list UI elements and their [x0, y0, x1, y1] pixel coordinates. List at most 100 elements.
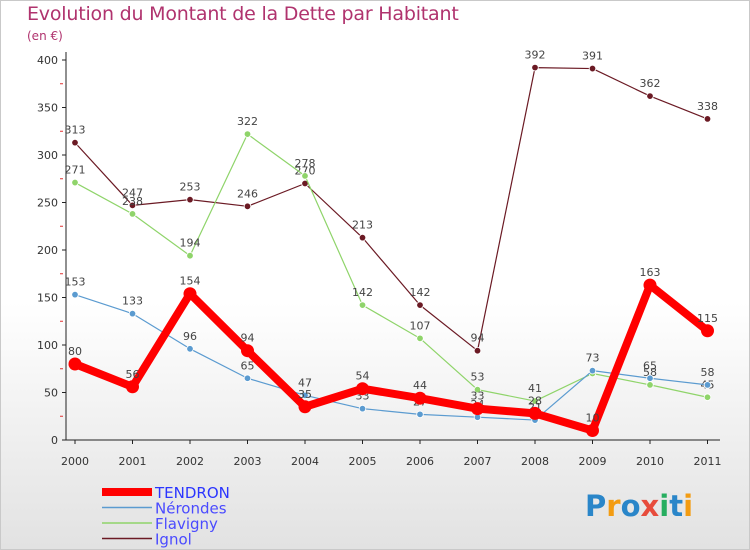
data-label: 35: [298, 388, 312, 401]
data-point: [71, 290, 79, 299]
data-label: 247: [122, 186, 143, 199]
chart-title: Evolution du Montant de la Dette par Hab…: [27, 3, 459, 25]
data-label: 56: [126, 368, 140, 381]
data-label: 163: [640, 266, 661, 279]
series-line-nérondes: [74, 294, 709, 421]
series-line-tendron: [71, 281, 712, 435]
data-point: [243, 130, 252, 138]
data-point: [71, 178, 79, 187]
data-point: [68, 357, 82, 371]
x-tick-label: 2010: [636, 455, 664, 468]
x-tick-label: 2002: [176, 455, 204, 468]
y-tick-label: 100: [37, 339, 58, 352]
data-point: [586, 424, 599, 437]
data-label: 278: [295, 157, 316, 170]
data-point: [416, 334, 424, 343]
unit-label: (en €): [27, 29, 63, 43]
data-point: [358, 233, 367, 242]
legend-label: Ignol: [155, 531, 192, 549]
y-tick-label: 50: [44, 387, 58, 400]
data-point: [298, 400, 312, 414]
data-point: [473, 385, 482, 394]
data-point: [413, 391, 427, 405]
legend-label: TENDRON: [154, 484, 230, 502]
data-point: [243, 202, 252, 210]
data-point: [71, 138, 79, 147]
data-point: [646, 92, 654, 100]
data-point: [703, 381, 712, 389]
data-point: [588, 366, 597, 375]
data-point: [646, 381, 654, 389]
data-point: [183, 287, 197, 301]
data-label: 313: [65, 124, 86, 137]
data-point: [128, 201, 137, 210]
data-point: [128, 309, 137, 318]
data-point: [186, 345, 194, 353]
data-label: 94: [471, 332, 485, 345]
data-label: 213: [352, 219, 373, 232]
data-label: 322: [237, 115, 258, 128]
data-label: 194: [180, 237, 201, 250]
data-point: [358, 404, 367, 413]
data-label: 392: [525, 49, 546, 62]
data-label: 246: [237, 187, 258, 200]
x-tick-label: 2007: [464, 455, 492, 468]
data-label: 362: [640, 77, 661, 90]
data-point: [701, 324, 714, 338]
data-label: 271: [65, 164, 86, 177]
data-label: 107: [410, 319, 431, 332]
x-tick-label: 2004: [291, 455, 319, 468]
data-point: [473, 347, 482, 355]
data-label: 54: [356, 370, 370, 383]
data-label: 154: [180, 275, 201, 288]
data-label: 65: [643, 359, 657, 372]
data-label: 53: [471, 371, 485, 384]
data-label: 253: [180, 181, 201, 194]
data-point: [241, 344, 254, 358]
x-tick-label: 2006: [406, 455, 434, 468]
y-tick-label: 0: [51, 434, 58, 447]
data-label: 270: [295, 165, 316, 178]
brand-logo: Proxiti: [585, 489, 693, 523]
y-tick-label: 300: [37, 149, 58, 162]
data-point: [643, 278, 657, 292]
data-point: [186, 251, 194, 260]
legend-label: Nérondes: [155, 500, 227, 518]
data-label: 96: [183, 330, 197, 343]
data-label: 142: [352, 286, 373, 299]
data-label: 65: [241, 359, 255, 372]
data-point: [531, 63, 539, 72]
y-tick-label: 350: [37, 102, 58, 115]
y-tick-label: 200: [37, 244, 58, 257]
data-label: 33: [471, 390, 485, 403]
data-label: 44: [413, 379, 427, 392]
data-label: 338: [697, 100, 718, 113]
data-label: 58: [701, 366, 715, 379]
x-tick-label: 2001: [119, 455, 147, 468]
data-point: [243, 374, 252, 382]
data-label: 47: [298, 376, 312, 389]
data-point: [186, 195, 194, 204]
data-label: 41: [528, 382, 542, 395]
legend-label: Flavigny: [155, 515, 218, 533]
x-tick-label: 2009: [579, 455, 607, 468]
data-point: [703, 393, 712, 401]
data-label: 58: [643, 366, 657, 379]
data-point: [416, 410, 424, 419]
data-point: [703, 115, 712, 123]
x-tick-label: 2003: [234, 455, 262, 468]
series-line-flavigny: [74, 133, 709, 402]
data-label: 238: [122, 195, 143, 208]
data-label: 142: [410, 286, 431, 299]
series-line-ignol: [74, 66, 709, 352]
data-label: 73: [586, 352, 600, 365]
data-point: [528, 406, 542, 420]
data-point: [128, 210, 137, 218]
data-label: 28: [528, 394, 542, 407]
y-tick-label: 250: [37, 197, 58, 210]
data-point: [301, 391, 309, 400]
data-label: 80: [68, 345, 82, 358]
x-tick-label: 2005: [349, 455, 377, 468]
